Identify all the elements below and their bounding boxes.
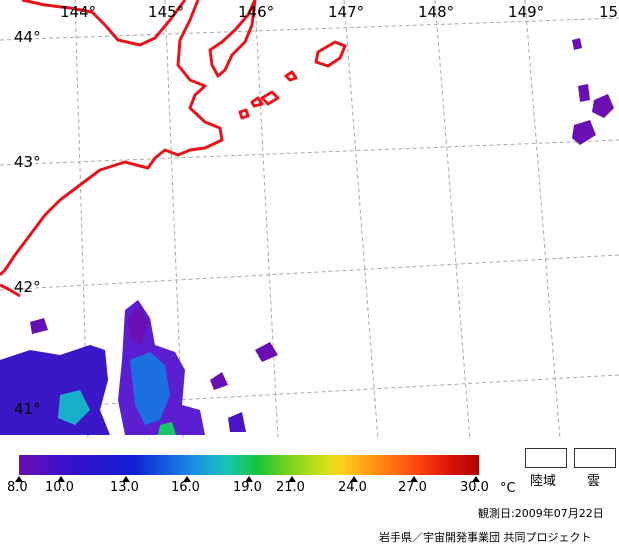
sst-patch-northeast-4 (572, 38, 582, 50)
colorbar-tick-label: 19.0 (233, 480, 262, 495)
sst-patch-small-2 (210, 372, 228, 390)
colorbar-tick-label: 10.0 (45, 480, 74, 495)
colorbar-unit: °C (500, 481, 516, 496)
parallel-42 (0, 254, 619, 291)
sst-patch-small-4 (30, 318, 48, 334)
cloud-legend-label: 雲 (587, 474, 601, 489)
parallel-43 (0, 139, 619, 166)
sst-patch-northeast-2 (572, 120, 596, 145)
coastline-hokkaido-cape (0, 283, 21, 298)
colorbar-tick (245, 476, 253, 482)
meridian-147 (343, 0, 379, 440)
latitude-label-44: 44° (14, 28, 41, 46)
parallel-41 (0, 374, 619, 411)
colorbar-tick (183, 476, 191, 482)
coastline-hokkaido-north (21, 0, 187, 47)
observation-date: 観測日:2009年07月22日 (478, 507, 604, 520)
longitude-label-144: 144° (60, 3, 97, 21)
sst-patch-northeast-1 (592, 94, 614, 118)
colorbar-tick (57, 476, 65, 482)
coastline-nemuro-peninsula (0, 0, 224, 277)
latitude-label-41: 41° (14, 400, 41, 418)
coastline (0, 0, 347, 298)
temperature-colorbar (19, 455, 479, 475)
longitude-label-149: 149° (508, 3, 545, 21)
longitude-label-150: 15 (599, 3, 619, 21)
sst-patch-cold-top (128, 305, 148, 345)
colorbar-tick (350, 476, 358, 482)
credit-text: 岩手県／宇宙開発事業団 共同プロジェクト (379, 531, 592, 544)
longitude-label-146: 146° (238, 3, 275, 21)
sst-patch-small-3 (228, 412, 246, 432)
meridian-148 (434, 0, 471, 440)
land-legend-label: 陸域 (530, 474, 557, 489)
sst-patch-southwest (0, 345, 110, 435)
latitude-label-43: 43° (14, 153, 41, 171)
sst-patch-small-1 (255, 342, 278, 362)
colorbar-tick (410, 476, 418, 482)
colorbar-tick (472, 476, 480, 482)
land-legend-swatch (525, 448, 567, 468)
graticule (0, 0, 619, 440)
sst-patch-warm-core (130, 352, 170, 425)
latitude-label-42: 42° (14, 278, 41, 296)
sst-patch-warmer (58, 390, 90, 425)
meridian-146 (254, 0, 279, 440)
parallel-44 (0, 17, 619, 41)
colorbar-tick-label: 24.0 (338, 480, 367, 495)
colorbar-tick (122, 476, 130, 482)
coastline-kunashiri (208, 0, 257, 78)
colorbar-tick-label: 16.0 (171, 480, 200, 495)
coastline-shikotan (314, 40, 347, 68)
cloud-legend-swatch (574, 448, 616, 468)
coastline-habomai-2 (250, 96, 264, 108)
colorbar-tick-label: 13.0 (110, 480, 139, 495)
longitude-label-148: 148° (418, 3, 455, 21)
coastline-habomai-3 (238, 108, 250, 120)
meridian-149 (524, 0, 561, 440)
sst-patch-northeast-3 (578, 84, 590, 102)
sea-surface-temperature-map (0, 0, 619, 440)
coastline-habomai-4 (284, 70, 298, 82)
colorbar-tick-label: 21.0 (276, 480, 305, 495)
colorbar-tick-label: 27.0 (398, 480, 427, 495)
colorbar-tick (288, 476, 296, 482)
colorbar-tick-label: 8.0 (7, 480, 28, 495)
longitude-label-147: 147° (328, 3, 365, 21)
colorbar-tick (15, 476, 23, 482)
sst-patches (0, 38, 614, 435)
sst-patch-green-spot (158, 422, 176, 435)
coastline-habomai-1 (260, 90, 280, 106)
longitude-label-145: 145° (148, 3, 185, 21)
colorbar-tick-label: 30.0 (460, 480, 489, 495)
